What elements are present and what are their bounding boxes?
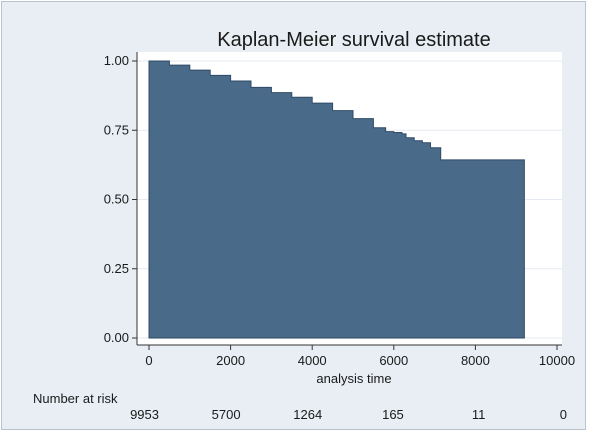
risk-value-5: 0 bbox=[560, 407, 567, 422]
x-tick-label-1: 2000 bbox=[216, 353, 245, 368]
risk-value-0: 9953 bbox=[130, 407, 159, 422]
risk-value-1: 5700 bbox=[212, 407, 241, 422]
risk-table-values: 9953 5700 1264 165 11 0 bbox=[130, 407, 567, 422]
x-tick-label-2: 4000 bbox=[298, 353, 327, 368]
risk-table-label: Number at risk bbox=[33, 391, 118, 406]
x-axis-label: analysis time bbox=[316, 371, 391, 386]
x-tick-label-0: 0 bbox=[145, 353, 152, 368]
risk-value-4: 11 bbox=[472, 407, 486, 422]
y-axis: 0.00 0.25 0.50 0.75 1.00 bbox=[104, 52, 138, 345]
risk-value-3: 165 bbox=[382, 407, 404, 422]
y-tick-label-2: 0.50 bbox=[104, 192, 129, 207]
x-tick-label-5: 10000 bbox=[539, 353, 575, 368]
survival-curve-area bbox=[148, 60, 525, 339]
chart-title: Kaplan-Meier survival estimate bbox=[217, 29, 490, 51]
y-tick-label-3: 0.75 bbox=[104, 122, 129, 137]
risk-value-2: 1264 bbox=[293, 407, 322, 422]
y-tick-label-0: 0.00 bbox=[104, 330, 129, 345]
x-tick-label-3: 6000 bbox=[379, 353, 408, 368]
x-axis: 0 2000 4000 6000 8000 10000 bbox=[137, 344, 575, 368]
y-tick-label-1: 0.25 bbox=[104, 261, 129, 276]
x-tick-label-4: 8000 bbox=[461, 353, 490, 368]
y-tick-label-4: 1.00 bbox=[104, 53, 129, 68]
